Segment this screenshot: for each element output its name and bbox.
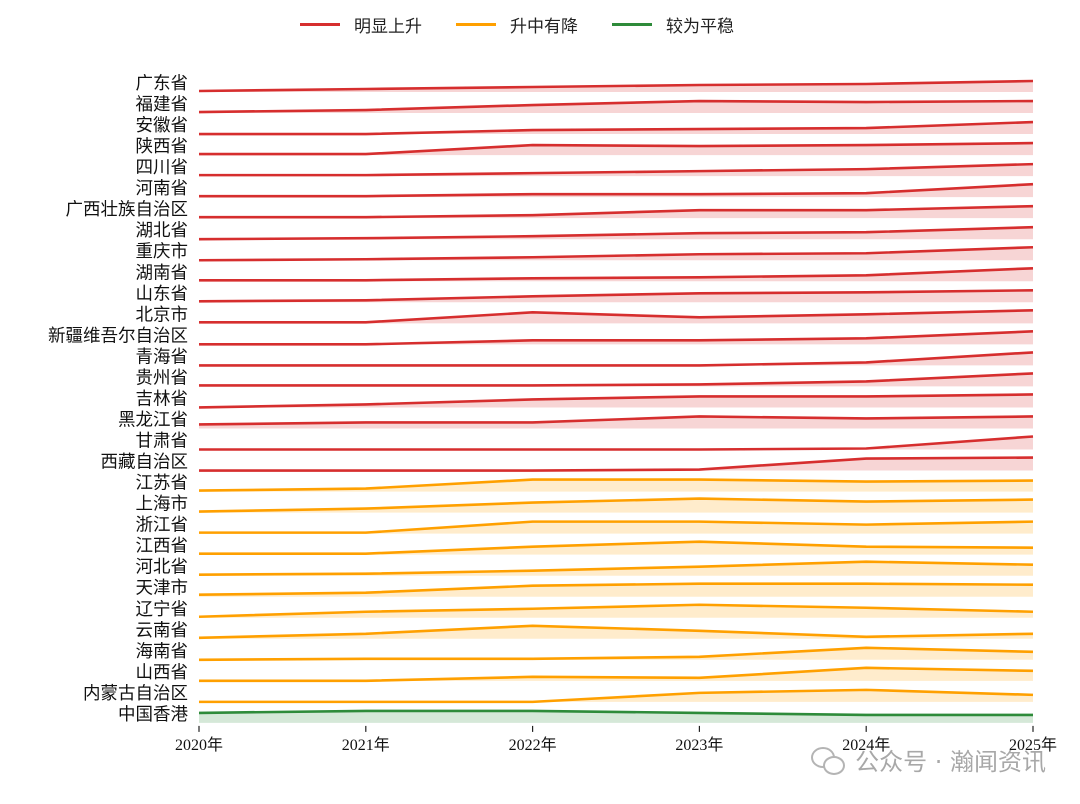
row-label: 福建省 [136, 95, 189, 115]
row-label: 贵州省 [136, 368, 189, 388]
ridge-line [198, 560, 1034, 576]
ridge-area [199, 416, 1033, 429]
chart-legend: 明显上升 升中有降 较为平稳 [300, 12, 734, 37]
row-label: 山东省 [136, 284, 189, 304]
legend-label: 明显上升 [354, 17, 422, 37]
ridge-area [199, 122, 1033, 135]
ridge-area [199, 710, 1033, 723]
row-label: 广西壮族自治区 [66, 200, 189, 220]
x-tick-label: 2020年 [175, 736, 223, 754]
ridge-line [198, 478, 1034, 492]
ridge-area [199, 479, 1033, 492]
row-label: 湖南省 [136, 263, 189, 283]
ridge-line [199, 309, 1034, 324]
ridge-area [199, 689, 1033, 702]
ridge-line [199, 266, 1034, 282]
row-label: 内蒙古自治区 [83, 684, 188, 704]
legend-item-mixed: 升中有降 [456, 12, 578, 37]
ridge-line [199, 456, 1034, 472]
legend-swatch [300, 23, 340, 26]
ridge-line [199, 435, 1034, 451]
ridge-line [199, 162, 1034, 177]
row-label: 重庆市 [136, 242, 189, 262]
row-label: 西藏自治区 [101, 453, 189, 473]
ridge-area [199, 541, 1033, 555]
row-label: 浙江省 [136, 516, 189, 536]
legend-swatch [612, 23, 652, 26]
ridge-line [198, 79, 1034, 93]
ridge-line [198, 497, 1034, 513]
ridge-line [198, 225, 1034, 241]
row-label: 上海市 [136, 495, 189, 515]
row-label: 河南省 [136, 179, 189, 199]
row-label: 安徽省 [136, 116, 189, 136]
ridge-line [198, 415, 1034, 426]
ridge-area [199, 268, 1033, 282]
ridge-area [199, 227, 1033, 240]
watermark-text: 公众号 · 瀚闻资讯 [855, 748, 1046, 776]
ridge-line [198, 99, 1034, 114]
row-label: 黑龙江省 [118, 410, 188, 430]
row-label: 新疆维吾尔自治区 [48, 326, 188, 346]
ridge-area [199, 247, 1033, 261]
ridge-line [198, 603, 1034, 619]
ridge-line [199, 688, 1034, 704]
ridge-line [199, 204, 1034, 219]
ridge-area [199, 331, 1033, 345]
ridge-line [198, 393, 1034, 409]
x-tick-label: 2022年 [509, 736, 557, 754]
row-label: 河北省 [136, 558, 189, 578]
ridge-area [199, 164, 1033, 177]
row-label: 陕西省 [136, 137, 189, 157]
legend-item-rising: 明显上升 [300, 12, 422, 37]
ridge-area [199, 352, 1033, 366]
row-label: 甘肃省 [136, 432, 189, 452]
legend-label: 升中有降 [510, 17, 578, 37]
row-label: 江西省 [136, 537, 189, 557]
ridge-area [199, 583, 1033, 597]
ridge-area [199, 457, 1033, 471]
row-label: 青海省 [136, 347, 189, 367]
ridge-line [199, 351, 1034, 367]
ridge-line [199, 120, 1034, 136]
legend-item-stable: 较为平稳 [612, 12, 734, 37]
row-label: 山西省 [136, 663, 189, 683]
ridge-line [199, 372, 1034, 387]
ridge-line [198, 245, 1034, 262]
ridge-line [199, 330, 1034, 346]
ridge-area [199, 206, 1033, 219]
row-label: 广东省 [136, 74, 189, 94]
ridge-line [198, 709, 1033, 717]
ridge-line [198, 582, 1034, 597]
x-tick-label: 2021年 [342, 736, 390, 754]
ridge-line [198, 289, 1034, 303]
ridge-line [199, 666, 1034, 683]
row-label: 江苏省 [136, 474, 189, 494]
ridge-line [199, 540, 1034, 555]
row-label: 天津市 [136, 579, 189, 599]
row-label: 辽宁省 [136, 600, 189, 620]
ridge-line [199, 520, 1034, 534]
row-label: 吉林省 [136, 389, 189, 409]
row-label: 四川省 [136, 158, 189, 178]
x-tick-label: 2025年 [1009, 736, 1057, 754]
row-label: 海南省 [136, 642, 189, 662]
x-tick-label: 2023年 [675, 736, 723, 754]
legend-swatch [456, 23, 496, 26]
ridge-line [199, 141, 1034, 156]
row-label: 中国香港 [118, 705, 188, 725]
ridge-line [198, 624, 1034, 640]
ridge-line [198, 646, 1034, 662]
row-label: 湖北省 [136, 221, 189, 241]
wechat-icon [811, 745, 847, 775]
ridge-line [199, 182, 1034, 198]
row-label: 云南省 [136, 621, 189, 641]
ridge-area [199, 436, 1033, 450]
legend-label: 较为平稳 [666, 17, 734, 37]
row-label: 北京市 [136, 305, 189, 325]
watermark: 公众号 · 瀚闻资讯 [811, 742, 1046, 777]
x-tick-label: 2024年 [842, 736, 890, 754]
